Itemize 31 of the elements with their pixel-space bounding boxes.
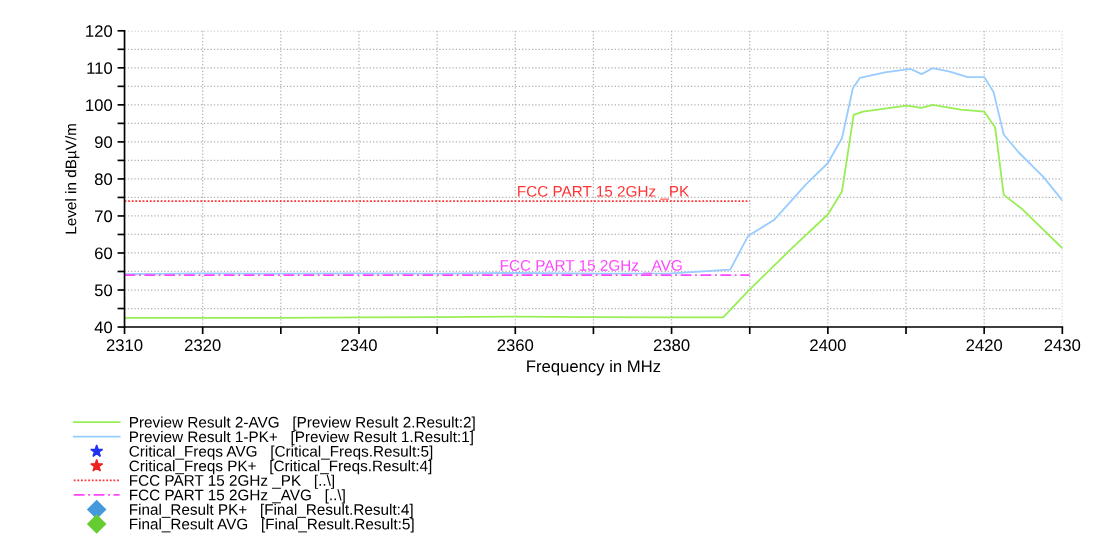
y-axis-title: Level in dBµV/m [65, 124, 80, 234]
y-tick-label: 40 [94, 321, 113, 334]
x-axis-title: Frequency in MHz [527, 359, 661, 376]
x-tick-label: 2320 [184, 339, 221, 352]
x-tick-label: 2380 [653, 339, 690, 352]
y-tick-label: 80 [94, 173, 113, 186]
x-tick-label: 2400 [810, 339, 846, 352]
legend-label: FCC PART 15 2GHz _AVG [..\] [130, 489, 345, 504]
x-tick-label: 2420 [966, 339, 1003, 352]
legend-label: Critical_Freqs PK+ [Critical_Freqs.Result:4] [129, 460, 432, 475]
y-tick-label: 90 [94, 136, 113, 149]
legend-label: Preview Result 2-AVG [Preview Result 2.Result:2] [130, 416, 475, 431]
y-tick-label: 120 [86, 25, 113, 37]
x-tick-label: 2340 [341, 339, 377, 352]
line-series [124, 103, 1063, 319]
y-tick-label: 50 [94, 284, 113, 297]
x-tick-label: 2310 [106, 339, 143, 352]
legend-label: Critical_Freqs AVG [Critical_Freqs.Result:5] [129, 445, 433, 460]
annotation: FCC PART 15 2GHz _PK [518, 185, 690, 200]
legend-label: Final_Result AVG [Final_Result.Result:5] [130, 518, 414, 533]
y-tick-label: 110 [87, 62, 113, 75]
x-tick-label: 2430 [1044, 339, 1081, 352]
x-tick-label: 2360 [497, 339, 534, 352]
legend-label: FCC PART 15 2GHz _PK [..\] [130, 474, 335, 489]
legend-label: Final_Result PK+ [Final_Result.Result:4] [130, 503, 413, 518]
line-series [124, 67, 1063, 275]
legend-label: Preview Result 1-PK+ [Preview Result 1.Result:1] [130, 430, 473, 446]
y-tick-label: 100 [86, 99, 113, 112]
y-tick-label: 60 [95, 247, 113, 260]
y-tick-label: 70 [95, 210, 113, 223]
annotation: FCC PART 15 2GHz _AVG [500, 259, 682, 274]
